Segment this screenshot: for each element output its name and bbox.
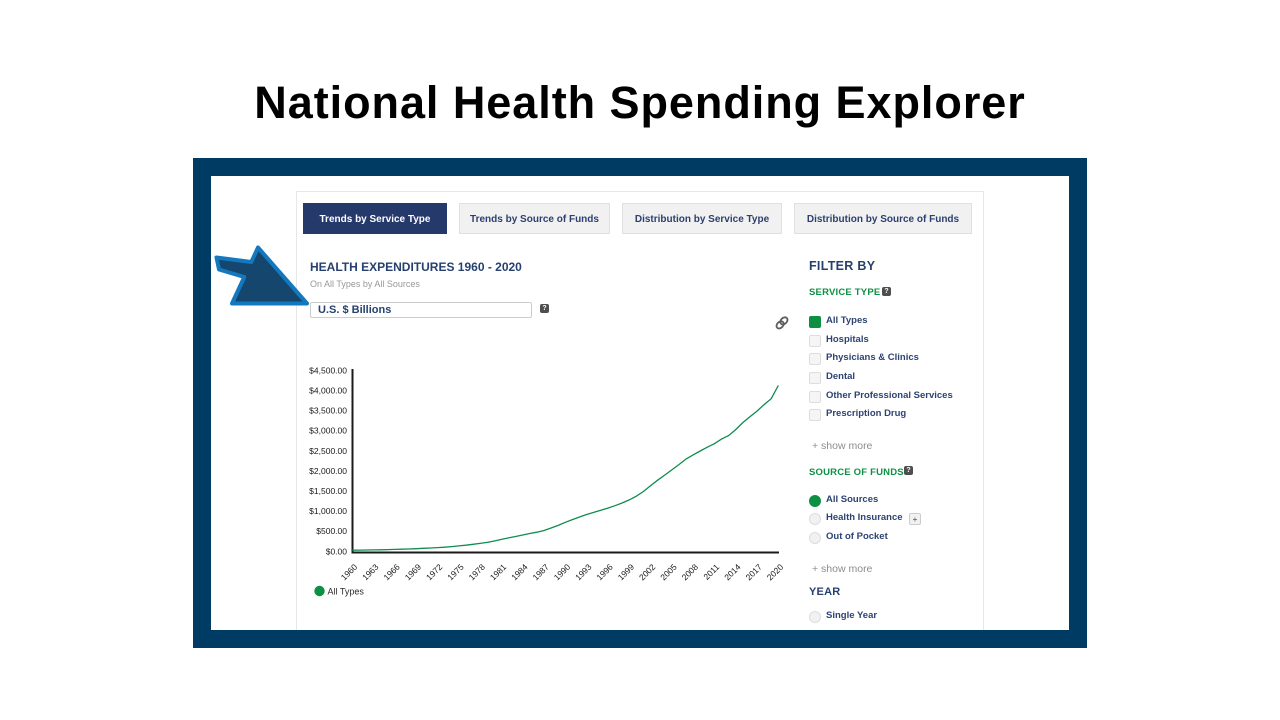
svg-text:2014: 2014: [722, 562, 743, 583]
svg-text:$4,000.00: $4,000.00: [309, 386, 347, 396]
svg-text:$2,500.00: $2,500.00: [309, 446, 347, 456]
svg-text:1987: 1987: [530, 562, 551, 583]
svg-text:2011: 2011: [701, 562, 721, 582]
svg-text:2020: 2020: [765, 562, 786, 583]
svg-text:$1,500.00: $1,500.00: [309, 486, 347, 496]
svg-text:$500.00: $500.00: [316, 526, 347, 536]
svg-text:$3,000.00: $3,000.00: [309, 426, 347, 436]
svg-text:1966: 1966: [381, 562, 402, 583]
svg-text:1972: 1972: [424, 562, 445, 583]
svg-text:1975: 1975: [445, 562, 466, 583]
svg-text:$3,500.00: $3,500.00: [309, 406, 347, 416]
svg-text:$2,000.00: $2,000.00: [309, 466, 347, 476]
svg-text:1996: 1996: [594, 562, 615, 583]
svg-text:1993: 1993: [573, 562, 594, 583]
svg-text:$1,000.00: $1,000.00: [309, 506, 347, 516]
svg-text:1981: 1981: [488, 562, 509, 583]
svg-text:2017: 2017: [743, 562, 764, 583]
svg-text:1990: 1990: [552, 562, 573, 583]
svg-text:2008: 2008: [680, 562, 701, 583]
svg-text:2005: 2005: [658, 562, 679, 583]
svg-text:1963: 1963: [360, 562, 381, 583]
svg-text:$0.00: $0.00: [326, 546, 348, 556]
svg-text:2002: 2002: [637, 562, 658, 583]
svg-text:1969: 1969: [403, 562, 424, 583]
svg-text:All Types: All Types: [328, 587, 365, 597]
svg-text:1978: 1978: [467, 562, 488, 583]
svg-text:$4,500.00: $4,500.00: [309, 365, 347, 375]
svg-text:1984: 1984: [509, 562, 530, 583]
svg-text:1960: 1960: [339, 562, 360, 583]
svg-text:1999: 1999: [616, 562, 637, 583]
